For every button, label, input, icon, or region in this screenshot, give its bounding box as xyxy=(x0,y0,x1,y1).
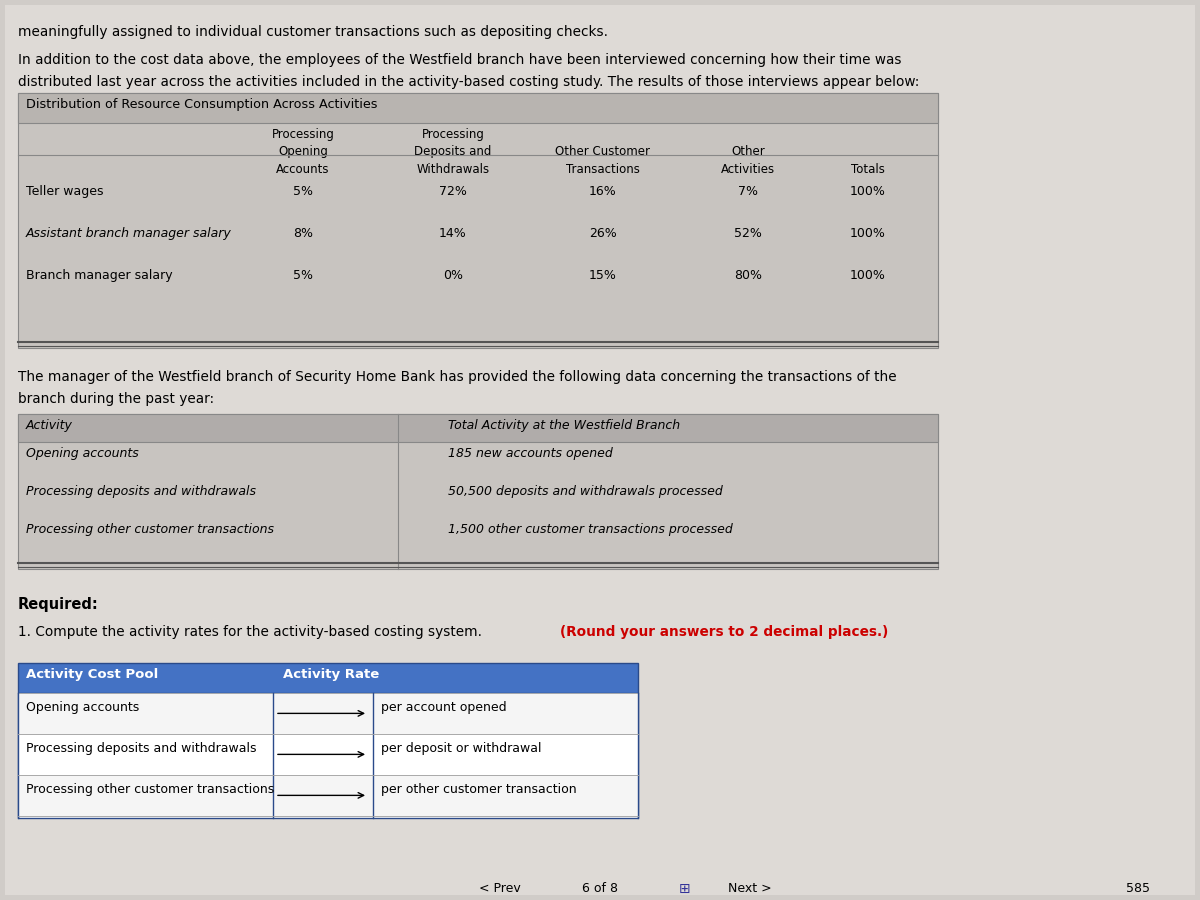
Text: 100%: 100% xyxy=(850,269,886,282)
Text: Other Customer: Other Customer xyxy=(556,145,650,158)
Text: Branch manager salary: Branch manager salary xyxy=(26,269,173,282)
FancyBboxPatch shape xyxy=(18,734,638,775)
Text: Deposits and: Deposits and xyxy=(414,145,492,158)
Text: 26%: 26% xyxy=(589,227,617,240)
Text: Transactions: Transactions xyxy=(566,163,640,176)
Text: Activity Cost Pool: Activity Cost Pool xyxy=(26,668,158,681)
Text: In addition to the cost data above, the employees of the Westfield branch have b: In addition to the cost data above, the … xyxy=(18,53,901,67)
Text: Totals: Totals xyxy=(851,163,884,176)
Text: Activities: Activities xyxy=(721,163,775,176)
Text: Opening: Opening xyxy=(278,145,328,158)
FancyBboxPatch shape xyxy=(18,693,638,818)
Text: Processing deposits and withdrawals: Processing deposits and withdrawals xyxy=(26,742,257,755)
FancyBboxPatch shape xyxy=(18,414,938,569)
Text: 72%: 72% xyxy=(439,185,467,198)
Text: Required:: Required: xyxy=(18,597,98,612)
FancyBboxPatch shape xyxy=(18,93,938,123)
Text: 1,500 other customer transactions processed: 1,500 other customer transactions proces… xyxy=(448,523,733,536)
Text: 185 new accounts opened: 185 new accounts opened xyxy=(448,447,613,460)
Text: Processing other customer transactions: Processing other customer transactions xyxy=(26,783,275,796)
Text: Accounts: Accounts xyxy=(276,163,330,176)
Text: per deposit or withdrawal: per deposit or withdrawal xyxy=(382,742,541,755)
Text: ⊞: ⊞ xyxy=(679,882,691,896)
Text: Processing: Processing xyxy=(271,128,335,141)
FancyBboxPatch shape xyxy=(18,414,938,442)
Text: 15%: 15% xyxy=(589,269,617,282)
Text: Other: Other xyxy=(731,145,764,158)
Text: 100%: 100% xyxy=(850,185,886,198)
Text: Opening accounts: Opening accounts xyxy=(26,701,139,714)
Text: 16%: 16% xyxy=(589,185,617,198)
Text: 7%: 7% xyxy=(738,185,758,198)
Text: Distribution of Resource Consumption Across Activities: Distribution of Resource Consumption Acr… xyxy=(26,98,378,111)
Text: 52%: 52% xyxy=(734,227,762,240)
Text: 6 of 8: 6 of 8 xyxy=(582,882,618,895)
Text: distributed last year across the activities included in the activity-based costi: distributed last year across the activit… xyxy=(18,75,919,89)
Text: (Round your answers to 2 decimal places.): (Round your answers to 2 decimal places.… xyxy=(560,625,888,639)
Text: branch during the past year:: branch during the past year: xyxy=(18,392,214,406)
Text: 5%: 5% xyxy=(293,185,313,198)
Text: < Prev: < Prev xyxy=(479,882,521,895)
Text: Teller wages: Teller wages xyxy=(26,185,103,198)
FancyBboxPatch shape xyxy=(5,5,1195,895)
Text: Processing deposits and withdrawals: Processing deposits and withdrawals xyxy=(26,485,256,498)
Text: Processing: Processing xyxy=(421,128,485,141)
Text: 50,500 deposits and withdrawals processed: 50,500 deposits and withdrawals processe… xyxy=(448,485,722,498)
Text: Opening accounts: Opening accounts xyxy=(26,447,139,460)
FancyBboxPatch shape xyxy=(18,693,638,733)
FancyBboxPatch shape xyxy=(18,93,938,348)
Text: 5%: 5% xyxy=(293,269,313,282)
Text: Total Activity at the Westfield Branch: Total Activity at the Westfield Branch xyxy=(448,418,680,432)
FancyBboxPatch shape xyxy=(18,663,638,693)
Text: 100%: 100% xyxy=(850,227,886,240)
Text: Activity: Activity xyxy=(26,418,73,432)
Text: 80%: 80% xyxy=(734,269,762,282)
Text: Next >: Next > xyxy=(728,882,772,895)
Text: per account opened: per account opened xyxy=(382,701,506,714)
Text: 0%: 0% xyxy=(443,269,463,282)
Text: 1. Compute the activity rates for the activity-based costing system.: 1. Compute the activity rates for the ac… xyxy=(18,625,486,639)
Text: meaningfully assigned to individual customer transactions such as depositing che: meaningfully assigned to individual cust… xyxy=(18,25,608,39)
Text: 14%: 14% xyxy=(439,227,467,240)
Text: 8%: 8% xyxy=(293,227,313,240)
Text: Processing other customer transactions: Processing other customer transactions xyxy=(26,523,274,536)
Text: per other customer transaction: per other customer transaction xyxy=(382,783,577,796)
Text: 585: 585 xyxy=(1126,882,1150,895)
Text: The manager of the Westfield branch of Security Home Bank has provided the follo: The manager of the Westfield branch of S… xyxy=(18,370,896,384)
Text: Withdrawals: Withdrawals xyxy=(416,163,490,176)
Text: Activity Rate: Activity Rate xyxy=(283,668,379,681)
Text: Assistant branch manager salary: Assistant branch manager salary xyxy=(26,227,232,240)
FancyBboxPatch shape xyxy=(18,775,638,816)
